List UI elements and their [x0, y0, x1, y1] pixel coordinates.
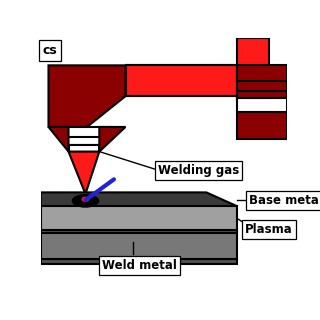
Bar	[41, 206, 237, 231]
Bar	[41, 260, 237, 264]
Text: Welding gas: Welding gas	[158, 164, 239, 177]
Bar	[237, 99, 287, 112]
Polygon shape	[68, 152, 99, 194]
Bar	[237, 38, 269, 81]
Ellipse shape	[82, 196, 89, 202]
Bar	[64, 137, 104, 145]
Bar	[125, 65, 237, 96]
Text: Plasma: Plasma	[245, 223, 292, 236]
Ellipse shape	[72, 195, 99, 207]
Bar	[237, 65, 287, 100]
Bar	[58, 127, 110, 138]
Polygon shape	[41, 192, 237, 206]
Polygon shape	[49, 65, 125, 127]
Text: Weld metal: Weld metal	[102, 259, 177, 272]
Polygon shape	[99, 127, 125, 152]
Bar	[41, 230, 237, 234]
Bar	[237, 112, 287, 139]
Text: Base meta: Base meta	[249, 194, 319, 207]
Text: cs: cs	[42, 44, 57, 57]
Polygon shape	[49, 127, 68, 152]
Bar	[41, 233, 237, 260]
Bar	[68, 145, 99, 152]
